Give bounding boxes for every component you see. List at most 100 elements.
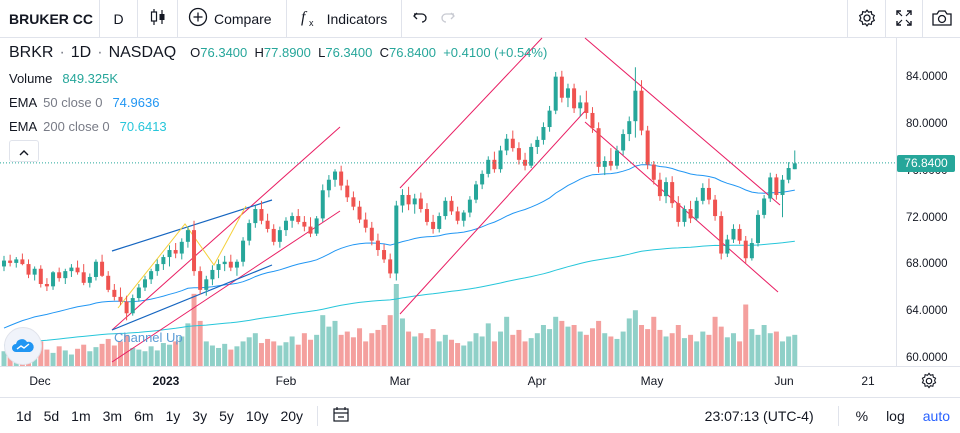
volume-bar: [56, 346, 62, 366]
volume-bar: [167, 344, 173, 366]
timeframe-3y[interactable]: 3y: [192, 407, 208, 424]
candle-body: [608, 161, 613, 166]
candle-body: [412, 198, 417, 205]
auto-scale-toggle[interactable]: auto: [922, 407, 950, 424]
legend-collapse-button[interactable]: [9, 140, 39, 162]
timeframe-5y[interactable]: 5y: [219, 407, 234, 424]
candles-icon: [149, 8, 167, 29]
volume-bar: [639, 325, 645, 366]
candle-body: [559, 76, 564, 98]
undo-redo-group: [402, 0, 466, 38]
candle-body: [768, 177, 773, 199]
symbol-search-button[interactable]: BRUKER CC: [0, 0, 100, 38]
price-axis-label: 84.0000: [906, 71, 948, 83]
legend-symbol[interactable]: BRKR: [9, 44, 54, 61]
candle-body: [87, 276, 92, 283]
candle-body: [185, 230, 190, 242]
trend-channel-line[interactable]: [584, 37, 781, 206]
price-axis-label: 80.0000: [906, 117, 948, 130]
volume-bar: [357, 328, 363, 366]
timeframe-6m[interactable]: 6m: [134, 407, 154, 424]
chart-type-button[interactable]: [138, 0, 178, 38]
legend-ema200[interactable]: EMA 200 close 0 70.6413: [9, 118, 167, 134]
volume-bar: [136, 349, 142, 366]
volume-bar: [216, 347, 222, 366]
volume-bar: [700, 331, 706, 366]
candle-body: [418, 198, 423, 210]
candle-body: [725, 239, 730, 254]
timeframe-20y[interactable]: 20y: [280, 407, 304, 424]
bottom-toolbar: 1d 5d 1m 3m 6m 1y 3y 5y 10y 20y 23:07:13 (UTC-4) …: [0, 398, 960, 433]
candle-body: [271, 228, 276, 242]
volume-bar: [712, 316, 718, 366]
volume-bar: [99, 343, 105, 366]
volume-bar: [50, 352, 56, 366]
volume-bar: [387, 315, 393, 366]
volume-bar: [105, 338, 111, 366]
channel-up-line[interactable]: [111, 264, 273, 331]
timeframe-1y[interactable]: 1y: [165, 407, 181, 424]
redo-icon[interactable]: [440, 9, 456, 28]
candle-body: [553, 76, 558, 111]
candle-body: [596, 128, 601, 167]
candle-body: [296, 216, 301, 222]
legend-volume[interactable]: Volume 849.325K: [9, 70, 119, 86]
price-axis-separator: [896, 38, 897, 366]
date-range-button[interactable]: [326, 406, 356, 425]
fullscreen-button[interactable]: [885, 0, 922, 38]
timeframe-1d[interactable]: 1d: [16, 407, 32, 424]
candle-body: [621, 134, 626, 151]
volume-bar: [743, 304, 749, 366]
volume-bar: [258, 343, 264, 366]
volume-bar: [111, 345, 117, 366]
time-axis-label: 21: [861, 374, 875, 388]
undo-icon[interactable]: [412, 9, 428, 28]
legend-ema50[interactable]: EMA 50 close 0 74.9636: [9, 94, 160, 110]
volume-bar: [68, 354, 74, 366]
volume-bar: [75, 348, 81, 366]
volume-bar: [277, 345, 283, 366]
volume-bar: [602, 333, 608, 366]
clock[interactable]: 23:07:13 (UTC-4): [704, 407, 814, 424]
volume-bar: [393, 284, 399, 366]
compare-button[interactable]: Compare: [178, 0, 287, 38]
volume-bar: [418, 333, 424, 366]
candle-body: [51, 272, 56, 287]
cloud-logo-icon[interactable]: [4, 327, 42, 365]
channel-up-line[interactable]: [111, 199, 273, 252]
volume-bar: [694, 341, 700, 366]
candle-body: [142, 279, 147, 288]
timeframe-5d[interactable]: 5d: [43, 407, 60, 424]
candle-body: [259, 209, 264, 221]
timeframe-10y[interactable]: 10y: [245, 407, 269, 424]
volume-bar: [350, 337, 356, 366]
timeframe-1m[interactable]: 1m: [71, 407, 91, 424]
settings-button[interactable]: [847, 0, 885, 38]
candle-body: [14, 259, 19, 263]
volume-bar: [780, 341, 786, 366]
candle-body: [369, 227, 374, 241]
pattern-line[interactable]: [117, 205, 247, 309]
log-scale-toggle[interactable]: log: [886, 407, 905, 424]
axis-settings-button[interactable]: [920, 372, 938, 395]
ohlc-values: O76.3400 H77.8900 L76.3400 C76.8400 +0.4…: [190, 45, 548, 60]
calendar-icon: [332, 407, 350, 425]
volume-bar: [669, 333, 675, 366]
volume-bar: [455, 343, 461, 366]
snapshot-button[interactable]: [922, 0, 960, 38]
timeframe-3m[interactable]: 3m: [102, 407, 123, 424]
legend-symbol-row: BRKR · 1D · NASDAQ O76.3400 H77.8900 L76…: [9, 44, 548, 61]
volume-bar: [228, 349, 234, 366]
time-axis-label: Jun: [774, 374, 794, 388]
volume-bar: [363, 341, 369, 366]
channel-up-label[interactable]: Channel Up: [114, 330, 183, 345]
volume-bar: [62, 350, 68, 366]
time-axis-separator: [0, 366, 960, 367]
percent-scale-toggle[interactable]: %: [855, 407, 869, 424]
trend-channel-line[interactable]: [584, 121, 779, 293]
volume-bar: [767, 333, 773, 366]
volume-bar: [461, 345, 467, 366]
interval-button[interactable]: D: [100, 0, 138, 38]
volume-bar: [320, 315, 326, 366]
